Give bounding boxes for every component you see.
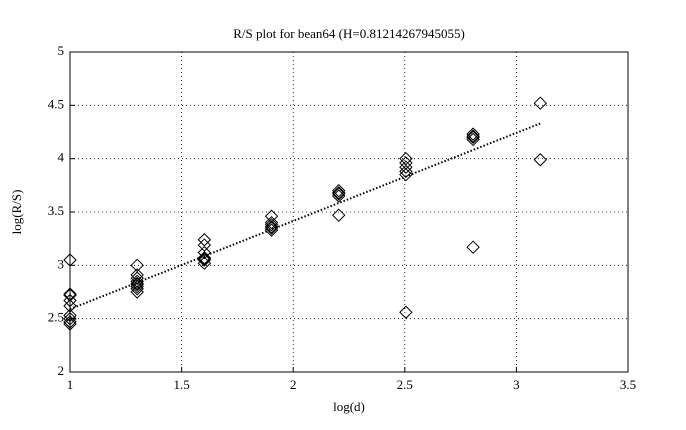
diamond-marker xyxy=(63,311,77,326)
diamond-marker xyxy=(466,240,480,254)
x-tick-label: 2.5 xyxy=(397,377,413,392)
diamond-marker xyxy=(264,215,279,230)
x-tick-label: 2 xyxy=(290,377,297,392)
y-tick-label: 4.5 xyxy=(48,96,64,111)
diamond-marker xyxy=(63,299,77,313)
diamond-marker xyxy=(466,129,480,143)
y-tick-label: 2 xyxy=(58,363,65,378)
diamond-marker xyxy=(264,218,279,232)
diamond-marker xyxy=(533,153,547,167)
y-tick-label: 3 xyxy=(58,256,65,271)
diamond-marker xyxy=(197,238,212,252)
diamond-marker xyxy=(332,208,346,222)
diamond-marker xyxy=(466,132,480,147)
diamond-marker xyxy=(466,127,480,141)
fit-line xyxy=(69,122,541,310)
diamond-marker xyxy=(399,151,413,166)
diamond-marker xyxy=(332,187,346,201)
diamond-marker xyxy=(332,189,346,203)
diamond-marker xyxy=(130,285,144,299)
x-axis-label: log(d) xyxy=(333,399,365,414)
x-tick-label: 3.5 xyxy=(620,377,636,392)
diamond-marker xyxy=(63,253,77,267)
diamond-marker xyxy=(130,274,144,289)
diamond-marker xyxy=(197,251,212,265)
diamond-marker xyxy=(399,305,413,319)
diamond-marker xyxy=(63,317,77,331)
y-tick-label: 3.5 xyxy=(48,203,64,218)
diamond-marker xyxy=(399,160,413,174)
diamond-marker xyxy=(130,277,144,292)
diamond-marker xyxy=(130,258,144,273)
diamond-marker xyxy=(399,167,413,182)
diamond-marker xyxy=(63,288,77,302)
diamond-marker xyxy=(332,186,346,200)
y-axis-label: log(R/S) xyxy=(9,190,24,235)
diamond-marker xyxy=(63,315,77,329)
diamond-marker xyxy=(63,293,77,308)
diamond-marker xyxy=(130,271,144,285)
diamond-marker xyxy=(533,96,547,110)
diamond-marker xyxy=(130,282,144,296)
y-tick-label: 2.5 xyxy=(48,310,64,325)
diamond-marker xyxy=(332,183,346,198)
diamond-marker xyxy=(63,308,77,323)
y-tick-label: 4 xyxy=(58,150,65,165)
diamond-marker xyxy=(466,130,480,145)
x-tick-label: 1 xyxy=(67,377,74,392)
diamond-marker xyxy=(264,220,279,234)
x-tick-label: 1.5 xyxy=(173,377,189,392)
chart-title: R/S plot for bean64 (H=0.81214267945055) xyxy=(233,26,465,41)
diamond-marker xyxy=(264,221,279,235)
diamond-marker xyxy=(197,256,212,270)
plot-frame xyxy=(69,51,629,373)
x-tick-label: 3 xyxy=(513,377,520,392)
y-tick-label: 5 xyxy=(58,43,65,58)
diamond-marker xyxy=(197,245,212,260)
diamond-marker xyxy=(130,276,144,291)
diamond-marker xyxy=(197,233,212,247)
